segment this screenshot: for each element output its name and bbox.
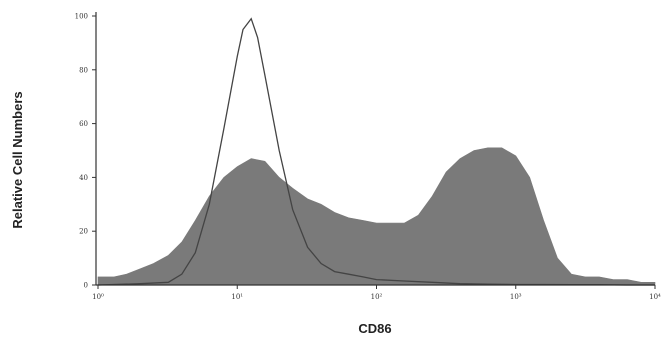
y-tick-label-100: 100 xyxy=(75,13,88,21)
x-tick-label-0: 10⁰ xyxy=(92,293,104,301)
y-tick-label-80: 80 xyxy=(79,66,88,74)
series-layer xyxy=(97,17,656,286)
y-tick-label-60: 60 xyxy=(79,120,88,128)
y-axis-title: Relative Cell Numbers xyxy=(10,91,25,228)
series-0-filled-histogram xyxy=(97,147,656,286)
axes-layer xyxy=(95,12,655,286)
y-tick-label-20: 20 xyxy=(79,228,88,236)
x-tick-label-1: 10¹ xyxy=(231,293,243,301)
y-tick-label-40: 40 xyxy=(79,174,88,182)
x-tick-label-2: 10² xyxy=(371,293,383,301)
x-tick-label-4: 10⁴ xyxy=(649,293,661,301)
ticks-layer: 0 20 40 60 80 100 10⁰ 10¹ 10² 10³ 10⁴ xyxy=(75,13,661,302)
x-tick-label-3: 10³ xyxy=(510,293,522,301)
y-tick-label-0: 0 xyxy=(84,282,88,290)
x-axis-title: CD86 xyxy=(358,321,391,336)
